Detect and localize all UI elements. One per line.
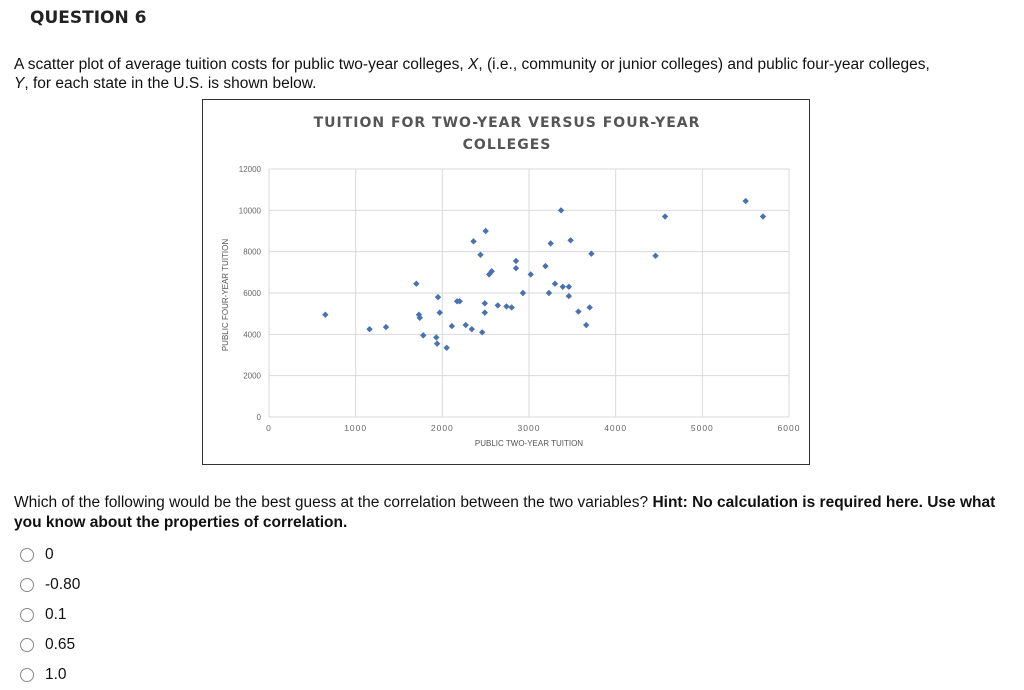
y-tick-label: 0 xyxy=(257,413,262,422)
data-point-marker xyxy=(366,325,373,333)
x-tick-label: 4000 xyxy=(604,423,627,433)
data-point-marker xyxy=(545,289,553,297)
y-tick-label: 10000 xyxy=(239,206,262,215)
data-point-marker xyxy=(652,252,659,259)
hint-text: Hint: No calculation is required here. U… xyxy=(14,494,996,531)
data-point-marker xyxy=(462,321,469,329)
data-point-marker xyxy=(433,340,441,347)
option-label: 1.0 xyxy=(45,666,67,683)
data-point-marker xyxy=(742,197,749,205)
data-point-marker xyxy=(527,271,534,278)
option-neg-0-80[interactable]: -0.80 xyxy=(20,570,80,600)
option-label: 0 xyxy=(45,546,54,563)
y-axis-label: PUBLIC FOUR-YEAR TUITION xyxy=(221,239,230,352)
data-point-marker xyxy=(551,280,559,287)
question-title: QUESTION 6 xyxy=(30,8,147,28)
x-tick-label: 6000 xyxy=(778,423,801,433)
data-point-marker xyxy=(661,213,669,220)
data-point-marker xyxy=(567,237,574,244)
data-point-marker xyxy=(468,325,475,333)
chart-title-line-1: TUITION FOR TWO-YEAR VERSUS FOUR-YEAR xyxy=(313,115,701,131)
question-ask: Which of the following would be the best… xyxy=(14,493,1014,533)
option-0-1[interactable]: 0.1 xyxy=(20,600,80,630)
y-tick-label: 8000 xyxy=(243,248,261,257)
data-point-marker xyxy=(508,304,515,311)
variable-x: X xyxy=(468,56,479,73)
ask-text: Which of the following would be the best… xyxy=(14,494,653,511)
x-axis-label: PUBLIC TWO-YEAR TUITION xyxy=(475,439,583,448)
data-point-marker xyxy=(481,309,488,316)
data-point-marker xyxy=(443,344,450,351)
prompt-text-3: , for each state in the U.S. is shown be… xyxy=(24,75,317,92)
data-point-marker xyxy=(557,207,565,214)
data-point-marker xyxy=(503,303,510,310)
scatter-chart: TUITION FOR TWO-YEAR VERSUS FOUR-YEAR CO… xyxy=(202,99,810,465)
radio-button-icon[interactable] xyxy=(20,548,34,562)
data-point-marker xyxy=(494,302,501,309)
y-tick-label: 6000 xyxy=(243,289,261,298)
data-point-marker xyxy=(416,314,423,321)
data-point-marker xyxy=(559,283,566,290)
chart-title: TUITION FOR TWO-YEAR VERSUS FOUR-YEAR CO… xyxy=(203,112,811,156)
chart-title-line-2: COLLEGES xyxy=(462,137,552,153)
radio-button-icon[interactable] xyxy=(20,638,34,652)
prompt-text-1: A scatter plot of average tuition costs … xyxy=(14,56,469,73)
data-point-marker xyxy=(481,300,488,307)
x-tick-label: 0 xyxy=(266,423,272,433)
data-point-marker xyxy=(565,283,573,290)
question-prompt: A scatter plot of average tuition costs … xyxy=(14,55,1014,93)
data-point-marker xyxy=(542,262,549,270)
x-tick-label: 3000 xyxy=(518,423,541,433)
data-point-marker xyxy=(488,268,495,275)
data-point-marker xyxy=(470,238,477,245)
y-tick-label: 4000 xyxy=(243,330,261,339)
data-point-marker xyxy=(456,298,463,305)
option-label: -0.80 xyxy=(45,576,81,593)
data-point-marker xyxy=(420,332,427,339)
data-point-marker xyxy=(575,308,582,315)
data-point-marker xyxy=(448,322,456,330)
data-point-marker xyxy=(482,227,489,235)
radio-button-icon[interactable] xyxy=(20,608,34,622)
data-point-marker xyxy=(382,323,390,331)
option-0[interactable]: 0 xyxy=(20,540,80,570)
option-label: 0.1 xyxy=(45,606,67,623)
data-point-marker xyxy=(759,213,767,220)
data-point-marker xyxy=(512,257,520,265)
data-point-marker xyxy=(583,321,590,329)
plot-area: 0 2000 4000 6000 8000 10000 12000 0 1000 2000 3000… xyxy=(221,165,801,448)
data-point-marker xyxy=(413,280,420,287)
data-point-marker xyxy=(434,293,442,301)
data-point-marker xyxy=(479,329,486,336)
option-0-65[interactable]: 0.65 xyxy=(20,630,80,660)
y-tick-label: 2000 xyxy=(243,372,261,381)
data-point-marker xyxy=(322,311,329,318)
x-tick-label: 1000 xyxy=(344,423,367,433)
prompt-text-2: , (i.e., community or junior colleges) a… xyxy=(478,56,930,73)
data-point-marker xyxy=(565,292,573,300)
data-point-marker xyxy=(433,334,440,341)
variable-y: Y xyxy=(14,75,25,92)
x-tick-label: 2000 xyxy=(431,423,454,433)
data-point-marker xyxy=(512,265,520,272)
y-tick-label: 12000 xyxy=(239,165,262,174)
radio-button-icon[interactable] xyxy=(20,668,34,682)
option-1-0[interactable]: 1.0 xyxy=(20,660,80,690)
answer-options: 0 -0.80 0.1 0.65 1.0 xyxy=(20,540,80,690)
data-point-marker xyxy=(477,251,484,258)
data-point-marker xyxy=(519,289,527,297)
data-point-marker xyxy=(547,240,554,247)
data-point-marker xyxy=(586,304,593,311)
radio-button-icon[interactable] xyxy=(20,578,34,592)
data-point-marker xyxy=(588,250,595,257)
option-label: 0.65 xyxy=(45,636,76,653)
x-tick-label: 5000 xyxy=(691,423,714,433)
